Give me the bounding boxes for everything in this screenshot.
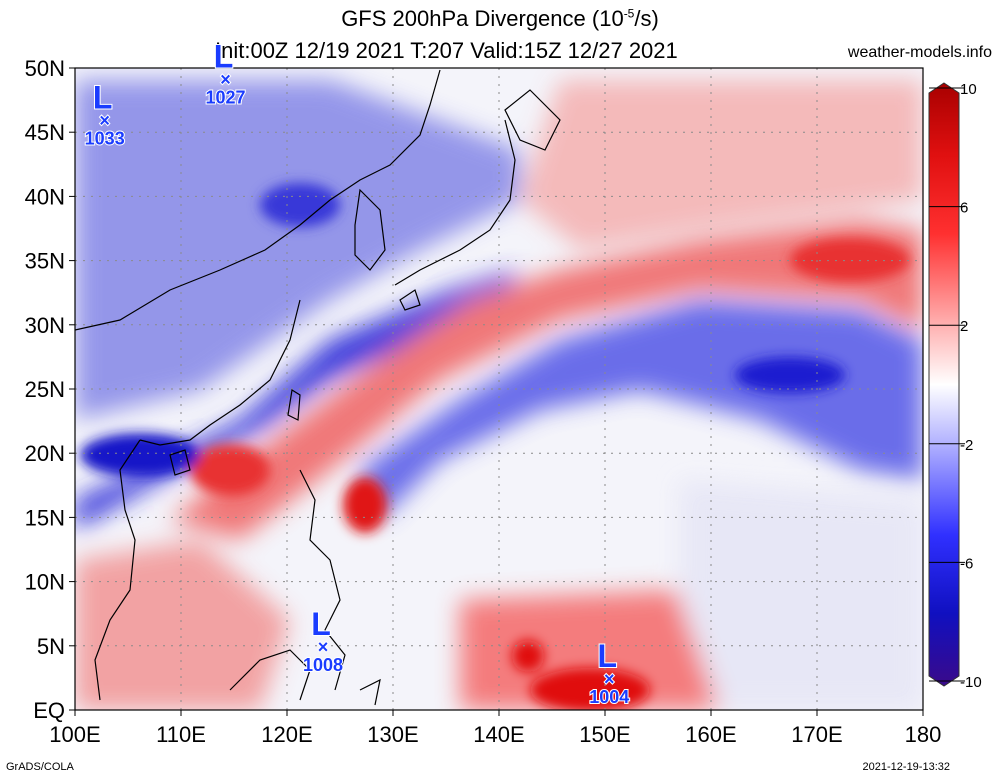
lon-label: 130E: [367, 722, 418, 747]
colorbar-ticks: 10 6 2 -2 -6 -10: [929, 81, 982, 691]
pressure-value: 1033: [85, 129, 125, 149]
lat-label: 30N: [25, 313, 65, 338]
lon-label: 170E: [791, 722, 842, 747]
low-letter: L: [214, 39, 234, 75]
low-letter: L: [311, 606, 331, 642]
colorbar-label: -10: [960, 674, 982, 691]
title-unit: /s): [634, 6, 659, 31]
colorbar-label: 6: [960, 200, 968, 217]
footer-right: 2021-12-19-13:32: [862, 761, 950, 773]
lon-label: 160E: [685, 722, 736, 747]
lat-label: 20N: [25, 441, 65, 466]
low-letter: L: [93, 80, 113, 116]
lat-labels: EQ 5N 10N 15N 20N 25N 30N 35N 40N 45N 50N: [25, 56, 75, 723]
lat-label: EQ: [33, 698, 65, 723]
colorbar-ramp: [928, 82, 960, 687]
low-pressure-center: L×1033: [84, 79, 126, 150]
lon-label: 140E: [473, 722, 524, 747]
lat-label: 5N: [37, 634, 65, 659]
lon-labels: 100E 110E 120E 130E 140E 150E 160E 170E 180: [49, 710, 941, 747]
lat-label: 25N: [25, 377, 65, 402]
title-exponent: -5: [623, 6, 635, 21]
center-mark: ×: [99, 111, 110, 131]
lon-label: 100E: [49, 722, 100, 747]
coastlines: [75, 69, 561, 706]
pressure-value: 1027: [205, 88, 245, 108]
colorbar-label: 2: [960, 318, 968, 335]
colorbar-label: -6: [960, 555, 973, 572]
colorbar: 10 6 2 -2 -6 -10: [928, 81, 982, 691]
site-label: weather-models.info: [847, 44, 992, 61]
lat-label: 10N: [25, 570, 65, 595]
chart-title: GFS 200hPa Divergence (10-5/s): [0, 6, 1000, 32]
low-pressure-center: L×1004: [588, 637, 630, 708]
title-text: GFS 200hPa Divergence (10: [341, 6, 624, 31]
low-letter: L: [597, 638, 617, 674]
center-mark: ×: [604, 669, 615, 689]
divergence-field: [75, 68, 923, 710]
center-mark: ×: [220, 70, 231, 90]
colorbar-label: -2: [960, 437, 973, 454]
low-pressure-center: L×1008: [302, 605, 344, 676]
colorbar-label: 10: [960, 81, 977, 98]
chart-subtitle: Init:00Z 12/19 2021 T:207 Valid:15Z 12/2…: [215, 38, 678, 63]
lat-label: 45N: [25, 120, 65, 145]
graticule: [75, 68, 923, 710]
lat-label: 50N: [25, 56, 65, 81]
lat-label: 35N: [25, 249, 65, 274]
lon-label: 120E: [261, 722, 312, 747]
lon-label: 180: [905, 722, 942, 747]
pressure-value: 1008: [303, 655, 343, 675]
low-pressure-center: L×1027: [204, 38, 246, 109]
lon-label: 150E: [579, 722, 630, 747]
lon-label: 110E: [156, 722, 206, 747]
pressure-value: 1004: [589, 687, 629, 707]
lat-label: 40N: [25, 184, 65, 209]
lat-label: 15N: [25, 505, 65, 530]
footer-left: GrADS/COLA: [6, 761, 74, 773]
center-mark: ×: [318, 637, 329, 657]
